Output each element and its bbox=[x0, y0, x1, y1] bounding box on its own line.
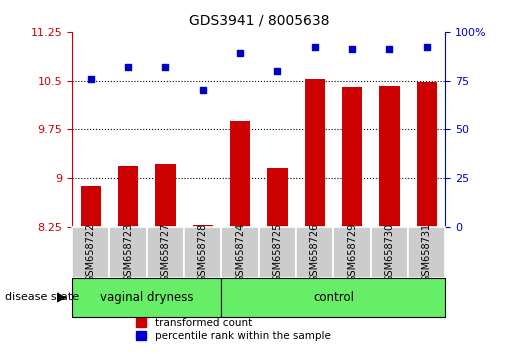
Point bbox=[385, 47, 393, 52]
Bar bbox=[296, 227, 334, 278]
Point bbox=[423, 45, 431, 50]
Point bbox=[124, 64, 132, 70]
Point bbox=[236, 51, 244, 56]
Bar bbox=[155, 164, 176, 227]
Bar bbox=[118, 166, 139, 227]
Bar bbox=[304, 79, 325, 227]
Text: GSM658726: GSM658726 bbox=[310, 223, 320, 282]
Bar bbox=[221, 227, 259, 278]
Text: GSM658727: GSM658727 bbox=[161, 223, 170, 282]
Text: control: control bbox=[313, 291, 354, 304]
Bar bbox=[230, 121, 250, 227]
Text: GSM658728: GSM658728 bbox=[198, 223, 208, 282]
Bar bbox=[379, 86, 400, 227]
Text: disease state: disease state bbox=[5, 292, 79, 302]
Text: GSM658722: GSM658722 bbox=[86, 223, 96, 282]
Point bbox=[348, 47, 356, 52]
Bar bbox=[80, 185, 101, 227]
Text: GSM658724: GSM658724 bbox=[235, 223, 245, 282]
Text: ▶: ▶ bbox=[57, 291, 66, 304]
Bar bbox=[110, 227, 147, 278]
Text: GSM658730: GSM658730 bbox=[385, 223, 394, 282]
Text: vaginal dryness: vaginal dryness bbox=[100, 291, 194, 304]
Bar bbox=[193, 225, 213, 227]
Bar bbox=[72, 227, 109, 278]
Point bbox=[273, 68, 282, 74]
Title: GDS3941 / 8005638: GDS3941 / 8005638 bbox=[188, 14, 329, 28]
Bar bbox=[334, 227, 371, 278]
Point bbox=[87, 76, 95, 81]
Text: GSM658725: GSM658725 bbox=[272, 223, 282, 282]
Bar bbox=[147, 227, 184, 278]
Point bbox=[199, 87, 207, 93]
Point bbox=[161, 64, 169, 70]
Bar bbox=[221, 278, 445, 317]
Bar bbox=[371, 227, 408, 278]
Bar bbox=[184, 227, 221, 278]
Bar bbox=[417, 82, 437, 227]
Bar bbox=[72, 278, 221, 317]
Bar bbox=[267, 168, 288, 227]
Point bbox=[311, 45, 319, 50]
Text: GSM658723: GSM658723 bbox=[123, 223, 133, 282]
Bar bbox=[408, 227, 445, 278]
Bar bbox=[342, 87, 363, 227]
Text: GSM658731: GSM658731 bbox=[422, 223, 432, 282]
Bar bbox=[259, 227, 296, 278]
Text: GSM658729: GSM658729 bbox=[347, 223, 357, 282]
Legend: transformed count, percentile rank within the sample: transformed count, percentile rank withi… bbox=[134, 316, 333, 343]
